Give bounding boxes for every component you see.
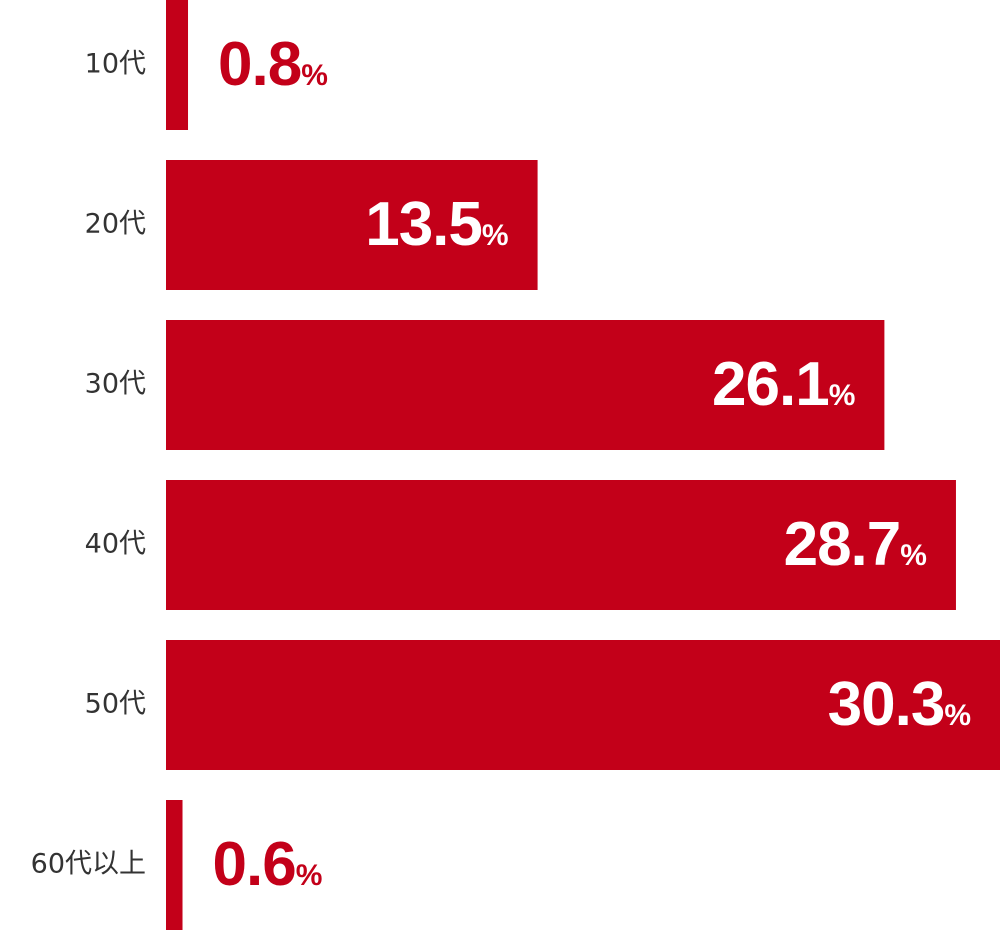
bar: [166, 480, 956, 610]
category-label: 60代以上: [31, 849, 146, 880]
bar: [166, 800, 183, 930]
category-label: 20代: [85, 209, 146, 240]
category-label: 30代: [85, 369, 146, 400]
bar: [166, 320, 885, 450]
category-label: 50代: [85, 689, 146, 720]
value-label: 30.3%: [828, 670, 971, 739]
value-label: 28.7%: [784, 510, 927, 579]
value-label: 26.1%: [712, 350, 855, 419]
bar: [166, 0, 189, 130]
bar: [166, 160, 538, 290]
value-label: 13.5%: [365, 190, 508, 259]
value-label: 0.6%: [213, 830, 322, 899]
category-label: 10代: [85, 49, 146, 80]
value-label: 0.8%: [218, 30, 327, 99]
bar: [166, 640, 1000, 770]
category-label: 40代: [85, 529, 146, 560]
